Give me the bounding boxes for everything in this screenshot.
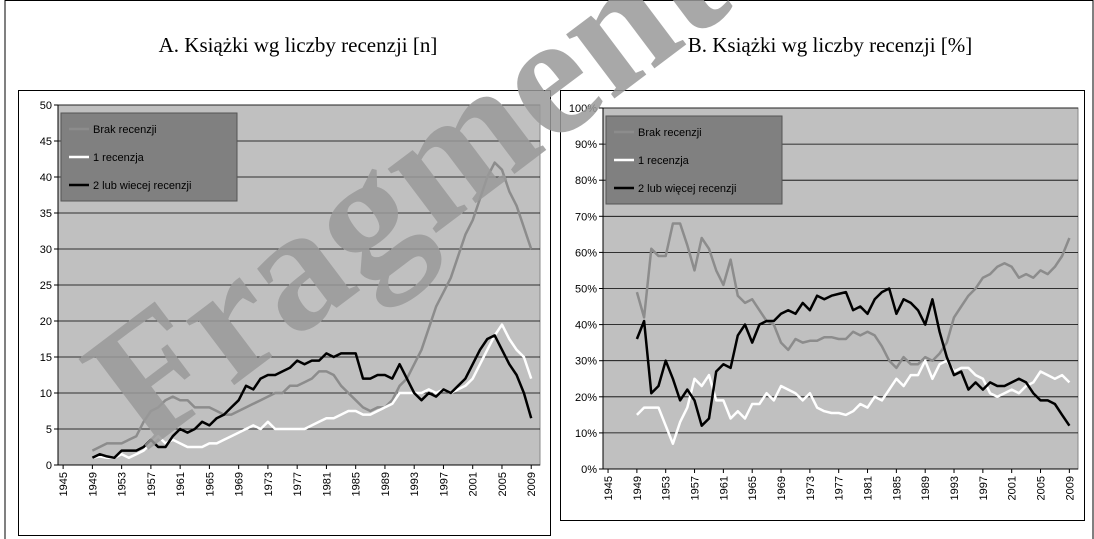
x-tick-label: 2001	[468, 472, 480, 496]
outer-frame	[4, 0, 1094, 539]
y-tick-label: 25	[40, 280, 52, 292]
x-tick-label: 1949	[87, 472, 99, 496]
x-tick-label: 2005	[1036, 476, 1048, 500]
legend-label: 1 recenzja	[93, 152, 145, 164]
x-tick-label: 1949	[632, 476, 644, 500]
x-tick-label: 1993	[409, 472, 421, 496]
y-tick-label: 50%	[575, 284, 597, 296]
x-tick-label: 1989	[380, 472, 392, 496]
x-tick-label: 1981	[321, 472, 333, 496]
x-tick-label: 1977	[834, 476, 846, 500]
x-tick-label: 1957	[146, 472, 158, 496]
chart-title: B. Książki wg liczby recenzji [%]	[688, 33, 973, 57]
x-tick-label: 1993	[949, 476, 961, 500]
x-tick-label: 1953	[661, 476, 673, 500]
y-tick-label: 80%	[575, 175, 597, 187]
x-tick-label: 2009	[526, 472, 538, 496]
legend	[60, 112, 238, 202]
y-tick-label: 15	[40, 352, 52, 364]
y-tick-label: 45	[40, 136, 52, 148]
y-tick-label: 10	[40, 388, 52, 400]
y-tick-label: 90%	[575, 139, 597, 151]
x-tick-label: 1961	[175, 472, 187, 496]
x-tick-label: 1969	[234, 472, 246, 496]
y-tick-label: 0%	[581, 464, 597, 476]
x-tick-label: 1997	[978, 476, 990, 500]
x-tick-label: 1977	[292, 472, 304, 496]
x-tick-label: 1981	[863, 476, 875, 500]
x-tick-label: 2009	[1064, 476, 1076, 500]
series-line	[636, 359, 1071, 445]
x-tick-label: 1989	[920, 476, 932, 500]
legend	[605, 115, 783, 205]
legend-label: 2 lub wiecej recenzji	[93, 180, 191, 192]
x-tick-label: 1945	[58, 472, 70, 496]
x-tick-label: 1973	[805, 476, 817, 500]
chart-title: A. Książki wg liczby recenzji [n]	[159, 33, 438, 57]
y-tick-label: 20	[40, 316, 52, 328]
y-tick-label: 35	[40, 208, 52, 220]
legend-label: Brak recenzji	[638, 127, 702, 139]
y-tick-label: 70%	[575, 211, 597, 223]
x-tick-label: 1997	[438, 472, 450, 496]
y-tick-label: 40	[40, 172, 52, 184]
x-tick-label: 1953	[117, 472, 129, 496]
y-tick-label: 100%	[569, 103, 597, 115]
y-tick-label: 5	[46, 424, 52, 436]
series-line	[91, 334, 533, 460]
x-tick-label: 1965	[747, 476, 759, 500]
x-tick-label: 1961	[718, 476, 730, 500]
series-line	[635, 287, 1071, 427]
y-tick-label: 30%	[575, 356, 597, 368]
x-tick-label: 1945	[603, 476, 615, 500]
legend-label: Brak recenzji	[93, 124, 157, 136]
y-tick-label: 10%	[575, 428, 597, 440]
x-tick-label: 1985	[891, 476, 903, 500]
x-tick-label: 2001	[1007, 476, 1019, 500]
x-tick-label: 1969	[776, 476, 788, 500]
series-line	[635, 222, 1071, 370]
legend-label: 1 recenzja	[638, 155, 690, 167]
x-tick-label: 1957	[690, 476, 702, 500]
y-tick-label: 40%	[575, 320, 597, 332]
y-tick-label: 50	[40, 100, 52, 112]
y-tick-label: 20%	[575, 392, 597, 404]
x-tick-label: 2005	[497, 472, 509, 496]
y-tick-label: 30	[40, 244, 52, 256]
y-tick-label: 0	[46, 460, 52, 472]
x-tick-label: 1965	[204, 472, 216, 496]
x-tick-label: 1973	[263, 472, 275, 496]
legend-label: 2 lub więcej recenzji	[638, 183, 736, 195]
series-line	[91, 161, 533, 452]
x-tick-label: 1985	[351, 472, 363, 496]
series-line	[92, 323, 533, 460]
y-tick-label: 60%	[575, 247, 597, 259]
